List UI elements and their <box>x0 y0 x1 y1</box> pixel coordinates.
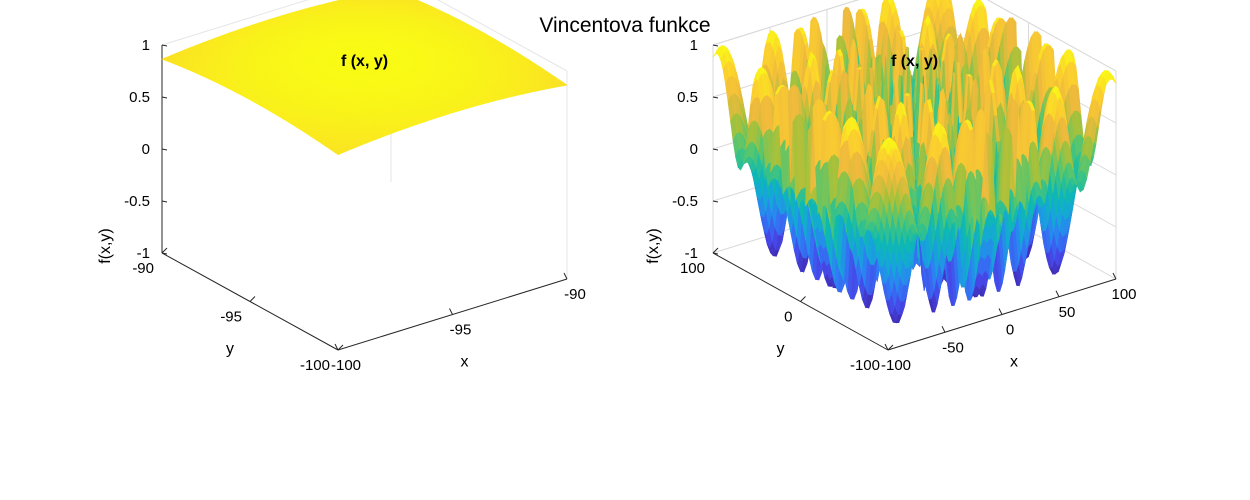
subplot-left: -1-0.500.51-100-95-90-100-95-90xyf(x,y)f… <box>97 0 586 374</box>
y-tick-mark <box>161 247 168 254</box>
x-tick-label: -100 <box>331 357 361 374</box>
z-tick-mark <box>161 148 168 151</box>
z-tick-label: 0.5 <box>129 89 150 106</box>
z-tick-mark <box>161 200 168 203</box>
y-tick-label: -100 <box>300 357 330 374</box>
z-axis-label: f(x,y) <box>97 228 114 264</box>
surface <box>161 0 568 156</box>
z-tick-mark <box>161 96 168 99</box>
x-axis-label: x <box>461 354 469 371</box>
surface <box>712 0 1117 324</box>
x-tick-label: -95 <box>450 322 472 339</box>
y-axis-label: y <box>226 341 234 358</box>
y-tick-label: -95 <box>220 309 242 326</box>
subplot-title: f (x, y) <box>341 53 388 70</box>
y-tick-mark <box>249 296 256 302</box>
z-tick-label: -0.5 <box>124 193 150 210</box>
z-tick-label: 0 <box>142 141 150 158</box>
y-tick-label: -90 <box>132 260 154 277</box>
subplot-right: -1-0.500.51-100-50050100-1000100xyf(x,y)… <box>645 0 1137 374</box>
z-tick-label: 1 <box>142 37 150 54</box>
figure-title: Vincentova funkce <box>539 14 710 37</box>
z-tick-mark <box>161 44 168 47</box>
x-tick-mark <box>449 308 453 315</box>
x-tick-label: -90 <box>564 286 586 303</box>
box-edge-top-left <box>161 0 309 46</box>
box-edge-top-right <box>437 0 568 72</box>
